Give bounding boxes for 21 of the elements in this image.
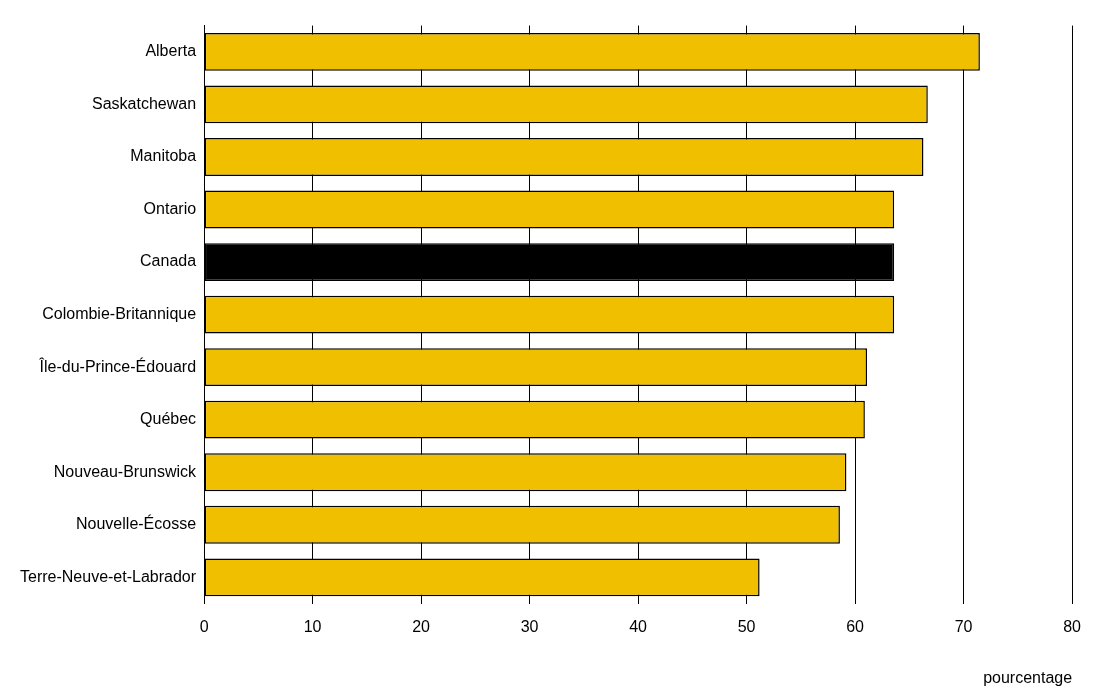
x-tick-label: 20	[412, 617, 431, 635]
y-tick-label: Canada	[140, 252, 197, 270]
x-tick-label: 50	[737, 617, 756, 635]
y-tick-label: Québec	[140, 410, 197, 428]
y-tick-label: Saskatchewan	[92, 94, 197, 112]
y-tick-label: Manitoba	[130, 147, 197, 165]
y-tick-label: Ontario	[143, 199, 197, 217]
x-tick-label: 0	[199, 617, 209, 635]
x-axis-title: pourcentage	[983, 668, 1073, 686]
x-tick-label: 70	[954, 617, 973, 635]
y-tick-label: Nouveau-Brunswick	[53, 462, 198, 480]
y-tick-label: Île-du-Prince-Édouard	[38, 356, 197, 375]
x-tick-label: 80	[1063, 617, 1082, 635]
y-tick-label: Nouvelle-Écosse	[76, 514, 197, 533]
x-tick-label: 10	[303, 617, 322, 635]
y-tick-label: Terre-Neuve-et-Labrador	[20, 567, 197, 585]
y-tick-label: Colombie-Britannique	[42, 305, 197, 323]
x-tick-label: 40	[629, 617, 648, 635]
y-tick-label: Alberta	[145, 42, 197, 60]
x-tick-label: 60	[846, 617, 865, 635]
x-tick-label: 30	[520, 617, 539, 635]
